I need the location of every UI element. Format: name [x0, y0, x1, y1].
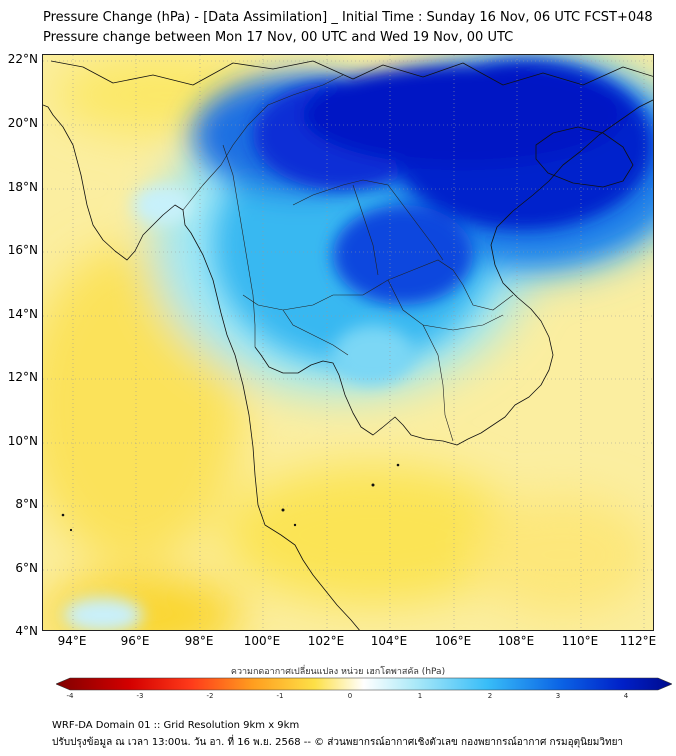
lon-tick-label: 100°E	[243, 634, 281, 648]
lat-tick-label: 14°N	[7, 307, 38, 321]
lat-tick-label: 20°N	[7, 116, 38, 130]
colorbar-tick-label: -3	[136, 692, 144, 700]
lon-tick-label: 102°E	[307, 634, 345, 648]
colorbar-tick-label: 3	[555, 692, 561, 700]
western-coastline	[43, 104, 360, 630]
lon-tick-label: 98°E	[184, 634, 214, 648]
colorbar	[56, 677, 672, 691]
lat-tick-label: 16°N	[7, 243, 38, 257]
lat-tick-label: 6°N	[15, 561, 38, 575]
colorbar-ramp	[56, 677, 672, 691]
lon-tick-label: 110°E	[561, 634, 599, 648]
lon-tick-label: 104°E	[370, 634, 408, 648]
colorbar-tick-label: -1	[276, 692, 284, 700]
map-title: Pressure Change (hPa) - [Data Assimilati…	[43, 10, 653, 25]
lon-tick-label: 96°E	[120, 634, 150, 648]
lon-tick-label: 94°E	[57, 634, 87, 648]
hainan-island	[535, 126, 634, 188]
lat-tick-label: 4°N	[15, 624, 38, 638]
model-info: WRF-DA Domain 01 :: Grid Resolution 9km …	[52, 720, 300, 731]
northern-coastline	[50, 60, 653, 86]
lat-tick-label: 12°N	[7, 370, 38, 384]
update-credit: ปรับปรุงข้อมูล ณ เวลา 13:00น. วัน อา. ที…	[52, 737, 624, 748]
coastlines	[43, 60, 653, 630]
small-islands	[61, 463, 400, 532]
lat-tick-label: 8°N	[15, 497, 38, 511]
colorbar-title: ความกดอากาศเปลี่ยนแปลง หน่วย เฮกโตพาสคัล…	[230, 667, 446, 677]
colorbar-tick-label: -2	[206, 692, 214, 700]
lat-tick-label: 18°N	[7, 180, 38, 194]
graticule	[43, 55, 653, 630]
map-subtitle: Pressure change between Mon 17 Nov, 00 U…	[43, 30, 514, 45]
pressure-change-map	[43, 55, 653, 630]
country-borders	[182, 74, 514, 442]
colorbar-tick-label: 4	[623, 692, 629, 700]
colorbar-tick-label: 2	[487, 692, 493, 700]
colorbar-tick-label: -4	[66, 692, 74, 700]
lon-tick-label: 112°E	[619, 634, 657, 648]
colorbar-tick-label: 1	[417, 692, 423, 700]
lon-tick-label: 108°E	[497, 634, 535, 648]
map-panel	[42, 54, 654, 631]
lat-tick-label: 22°N	[7, 52, 38, 66]
lon-tick-label: 106°E	[434, 634, 472, 648]
gulf-and-east-coastline	[254, 99, 653, 446]
colorbar-tick-label: 0	[347, 692, 353, 700]
lat-tick-label: 10°N	[7, 434, 38, 448]
